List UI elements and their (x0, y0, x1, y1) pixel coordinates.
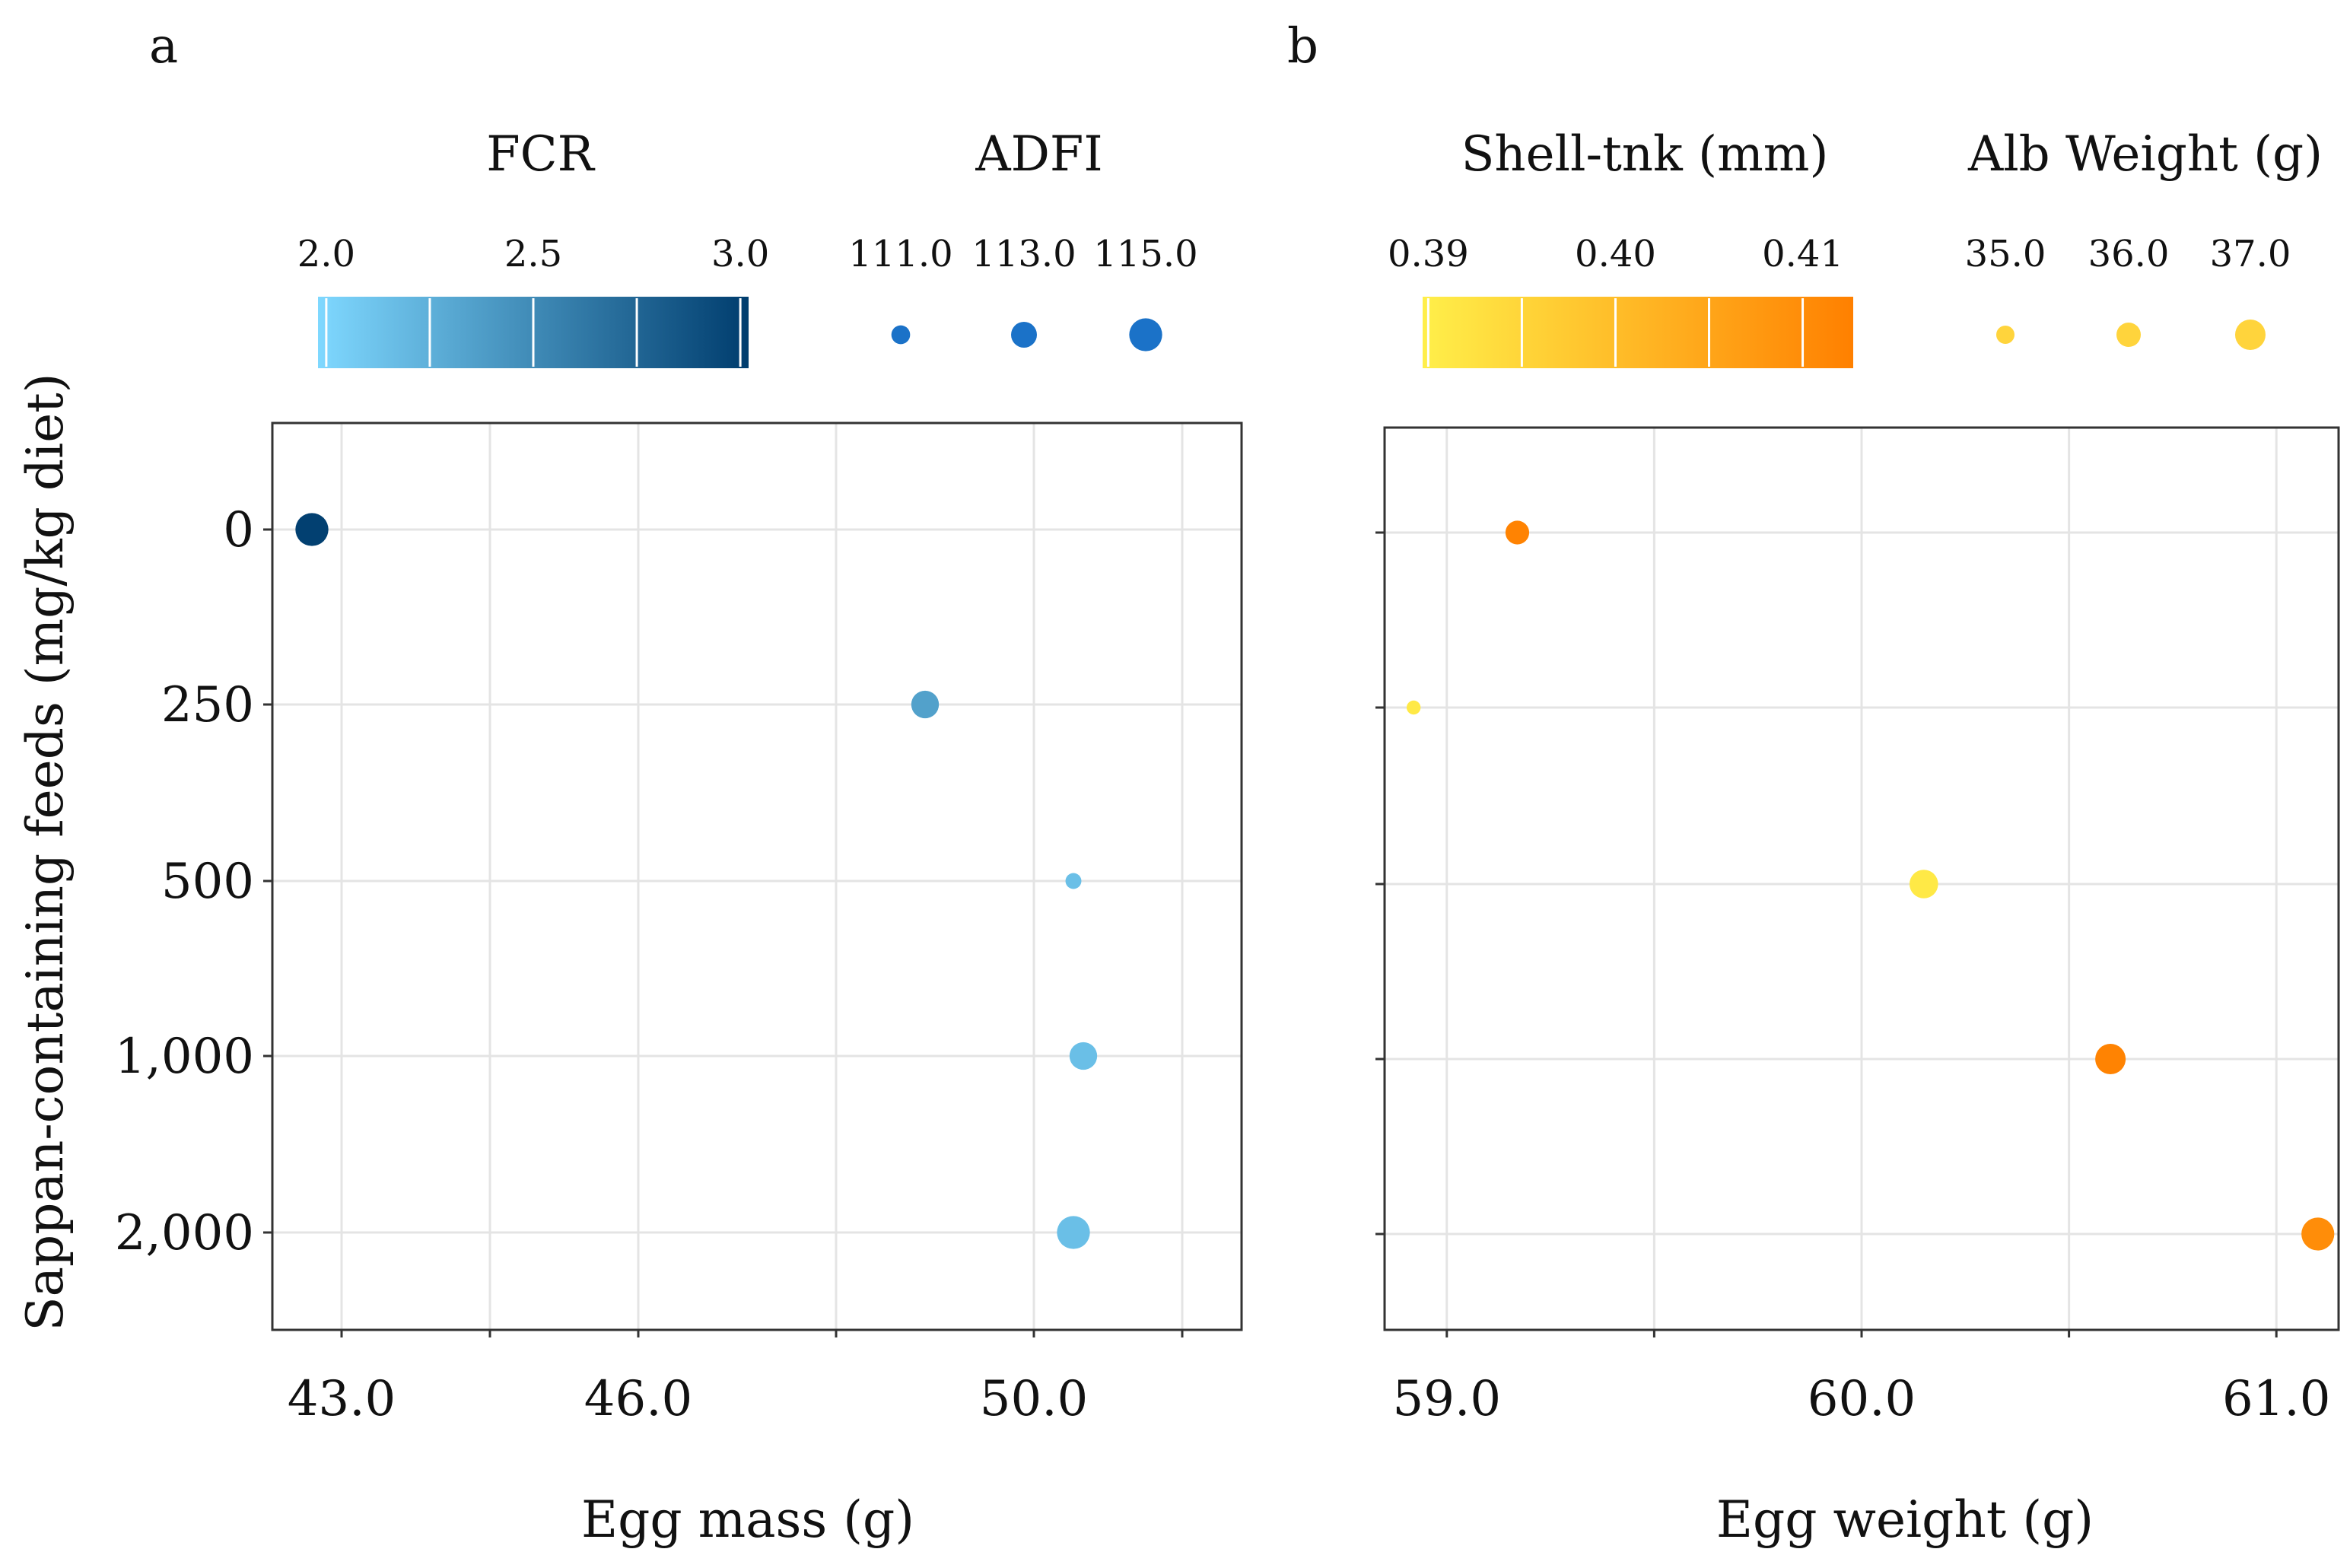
x-tick-label: 61.0 (2222, 1371, 2331, 1427)
panel-b-x-axis-title: Egg weight (g) (1716, 1490, 2094, 1549)
alb-legend-dot (1996, 326, 2015, 344)
adfi-legend-tick: 115.0 (1093, 233, 1197, 275)
panel-b-points (1406, 520, 2335, 1251)
x-tick-label: 43.0 (288, 1371, 396, 1427)
fcr-legend-tick: 2.5 (504, 233, 562, 275)
alb-legend-dot (2116, 323, 2141, 347)
adfi-legend-tick: 113.0 (971, 233, 1076, 275)
shell-colorbar (1423, 297, 1853, 368)
alb-legend-tick: 36.0 (2088, 233, 2170, 275)
panel-b-y-axis (1375, 531, 1385, 1236)
data-point (1909, 870, 1938, 898)
panel-a-plot-frame (271, 421, 1243, 1331)
shell-colorbar-separators (1426, 298, 1805, 367)
fcr-legend-tick: 3.0 (711, 233, 769, 275)
alb-legend-tick: 35.0 (1965, 233, 2046, 275)
panel-b-gridlines (1385, 428, 2339, 1330)
y-tick-label: 1,000 (115, 1029, 254, 1085)
data-point (1505, 520, 1530, 545)
data-point (2095, 1044, 2126, 1074)
panel-a-gridlines (272, 423, 1242, 1330)
shell-color-legend: Shell-tnk (mm) 0.39 0.40 0.41 (1388, 126, 1853, 368)
fcr-legend-tick: 2.0 (297, 233, 355, 275)
x-tick-label: 46.0 (584, 1371, 693, 1427)
panel-a-points (295, 513, 1098, 1249)
alb-size-legend: Alb Weight (g) 35.0 36.0 37.0 (1965, 126, 2323, 350)
panel-a-x-axis: 43.0 46.0 50.0 (288, 1330, 1184, 1427)
alb-legend-dot (2235, 320, 2266, 350)
x-tick-label: 50.0 (980, 1371, 1089, 1427)
alb-legend-title: Alb Weight (g) (1967, 126, 2323, 183)
fcr-colorbar-separators (325, 298, 742, 367)
y-axis-title: Sappan-containing feeds (mg/kg diet) (16, 373, 75, 1331)
adfi-size-legend: ADFI 111.0 113.0 115.0 (848, 126, 1198, 351)
adfi-legend-dot (891, 325, 911, 345)
data-point (1065, 873, 1082, 889)
panel-a-y-axis: 0 250 500 1,000 2,000 (115, 502, 272, 1261)
panel-b: b Shell-tnk (mm) 0.39 0.40 0.41 Alb Weig… (1287, 18, 2340, 1549)
panel-a: a FCR 2.0 2.5 3.0 ADFI 111.0 113.0 115.0… (16, 18, 1243, 1549)
data-point (1406, 700, 1421, 715)
panel-a-label: a (149, 18, 178, 75)
fcr-legend-title: FCR (486, 126, 595, 183)
shell-legend-title: Shell-tnk (mm) (1461, 126, 1829, 183)
y-tick-label: 2,000 (115, 1205, 254, 1261)
data-point (1069, 1042, 1098, 1070)
adfi-legend-title: ADFI (975, 126, 1102, 183)
data-point (2301, 1217, 2335, 1251)
y-tick-label: 0 (223, 502, 254, 558)
adfi-legend-dot (1011, 322, 1037, 348)
adfi-legend-dot (1129, 318, 1162, 351)
y-tick-label: 500 (161, 854, 254, 910)
panel-b-x-axis: 59.0 60.0 61.0 (1393, 1330, 2331, 1427)
panel-a-x-axis-title: Egg mass (g) (581, 1490, 914, 1549)
shell-legend-tick: 0.40 (1575, 233, 1656, 275)
data-point (911, 690, 940, 719)
x-tick-label: 60.0 (1808, 1371, 1916, 1427)
alb-legend-tick: 37.0 (2210, 233, 2291, 275)
panel-b-label: b (1287, 18, 1318, 75)
shell-legend-tick: 0.41 (1762, 233, 1843, 275)
data-point (295, 513, 329, 546)
shell-legend-tick: 0.39 (1388, 233, 1469, 275)
data-point (1057, 1216, 1090, 1249)
x-tick-label: 59.0 (1393, 1371, 1502, 1427)
fcr-color-legend: FCR 2.0 2.5 3.0 (297, 126, 769, 368)
adfi-legend-tick: 111.0 (848, 233, 952, 275)
y-tick-label: 250 (161, 677, 254, 733)
